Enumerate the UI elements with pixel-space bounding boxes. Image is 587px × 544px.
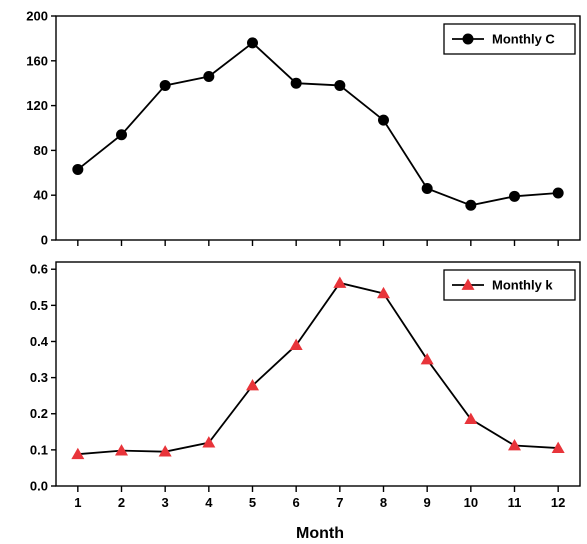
y-tick-label: 120: [26, 98, 48, 113]
data-point: [377, 286, 390, 299]
y-tick-label: 160: [26, 53, 48, 68]
data-point: [420, 353, 434, 365]
data-point: [508, 439, 521, 451]
x-tick-label: 9: [424, 495, 431, 510]
y-tick-label: 0: [41, 233, 48, 248]
y-tick-label: 0.6: [30, 262, 48, 277]
x-tick-label: 6: [293, 495, 300, 510]
series-line: [77, 41, 559, 207]
x-tick-label: 2: [118, 495, 125, 510]
data-point: [71, 447, 85, 460]
plot-frame: [55, 261, 581, 487]
chart-monthly-c: 0 40 80 120 160 200 Monthly C: [26, 9, 581, 248]
x-tick-label: 7: [336, 495, 343, 510]
legend-marker: [461, 278, 475, 290]
data-point: [509, 190, 520, 202]
data-point: [464, 412, 478, 425]
legend-label: Monthly C: [492, 32, 555, 47]
x-tick-label: 10: [464, 495, 478, 510]
x-tick-label: 1: [74, 495, 81, 510]
data-point: [246, 379, 259, 391]
x-tick-label: 3: [162, 495, 169, 510]
y-tick-label: 0.2: [30, 406, 48, 421]
data-point: [378, 114, 389, 126]
data-point: [465, 199, 477, 211]
legend-box: [443, 23, 576, 55]
y-tick-label: 80: [34, 143, 48, 158]
data-point: [203, 70, 215, 82]
data-point: [115, 444, 128, 456]
legend-marker: [462, 33, 474, 45]
y-tick-label: 0.4: [30, 334, 49, 349]
x-axis-label: Month: [296, 525, 344, 542]
plot-frame: [55, 15, 581, 241]
data-point: [158, 445, 172, 457]
data-point: [334, 79, 346, 91]
y-tick-label: 0.1: [30, 442, 48, 457]
x-tick-label: 12: [551, 495, 565, 510]
legend-label: Monthly k: [492, 278, 553, 293]
chart-monthly-k: 0.00.10.20.30.40.50.61 2 3 4 5 6 7 8 9 10 11 12Mont…: [30, 261, 581, 510]
y-tick-label: 200: [26, 9, 48, 24]
data-point: [289, 338, 303, 350]
data-point: [290, 77, 302, 89]
data-point: [552, 187, 564, 199]
data-point: [333, 276, 347, 288]
data-point: [159, 79, 171, 91]
x-tick-label: 8: [380, 495, 387, 510]
data-point: [202, 436, 216, 448]
data-point: [72, 163, 84, 175]
data-point: [116, 129, 127, 141]
x-tick-label: 4: [205, 495, 213, 510]
data-point: [551, 441, 565, 453]
data-point: [247, 37, 258, 49]
series-line: [77, 281, 559, 456]
y-tick-label: 0.3: [30, 370, 48, 385]
x-tick-label: 5: [249, 495, 256, 510]
y-tick-label: 0.0: [30, 479, 48, 494]
x-tick-label: 11: [508, 495, 522, 510]
y-tick-label: 40: [34, 188, 48, 203]
data-point: [421, 182, 433, 194]
y-tick-label: 0.5: [30, 298, 48, 313]
